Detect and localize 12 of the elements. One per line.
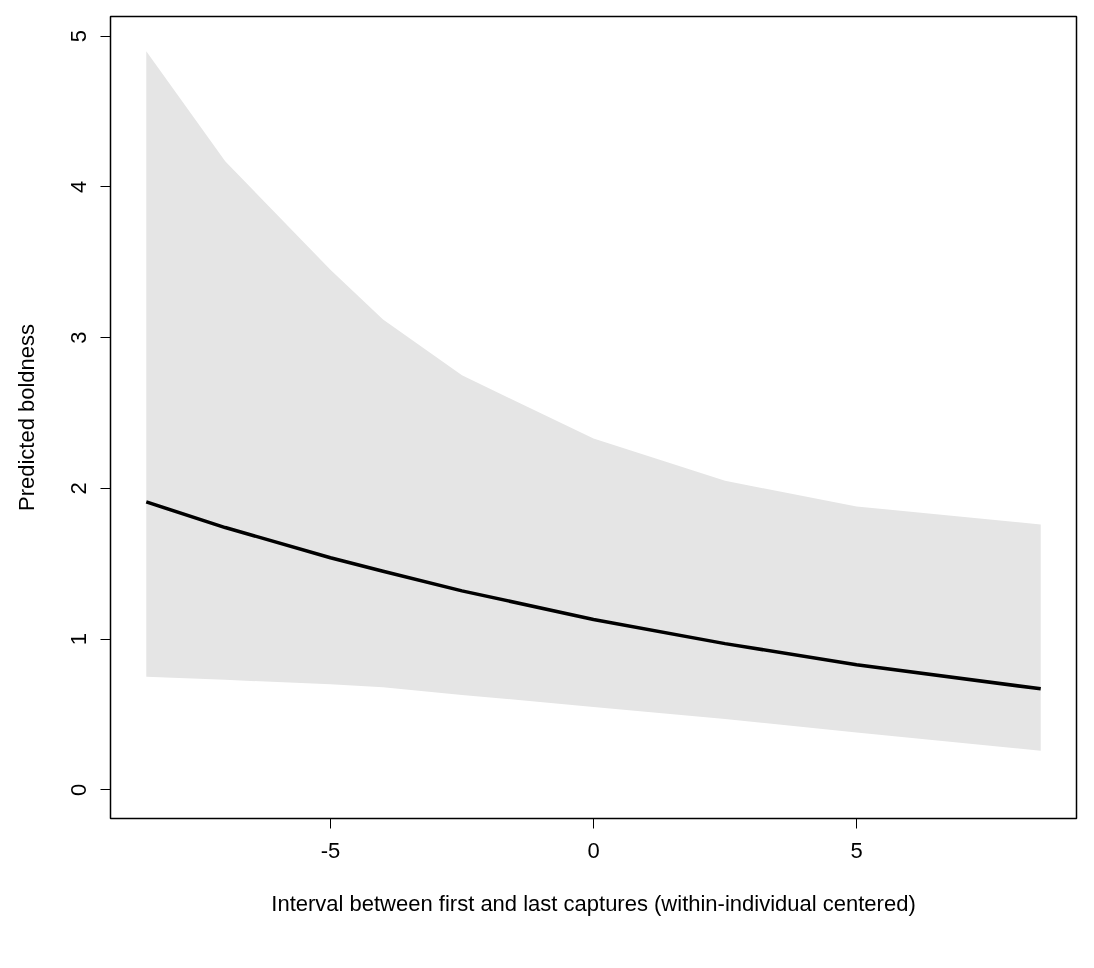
x-tick-label: 5 <box>850 837 863 863</box>
y-axis-title: Predicted boldness <box>13 323 39 512</box>
y-tick-label: 0 <box>66 783 92 796</box>
y-tick-label: 3 <box>66 331 92 344</box>
x-axis-title: Interval between first and last captures (within-individual centered) <box>271 890 916 916</box>
y-tick-label: 5 <box>66 29 92 43</box>
y-tick-label: 2 <box>66 482 92 495</box>
x-tick-label: -5 <box>320 837 341 863</box>
y-tick-label: 4 <box>66 180 92 193</box>
y-tick-label: 1 <box>66 632 92 646</box>
line-series <box>144 500 1043 691</box>
x-tick-label: 0 <box>587 837 600 863</box>
